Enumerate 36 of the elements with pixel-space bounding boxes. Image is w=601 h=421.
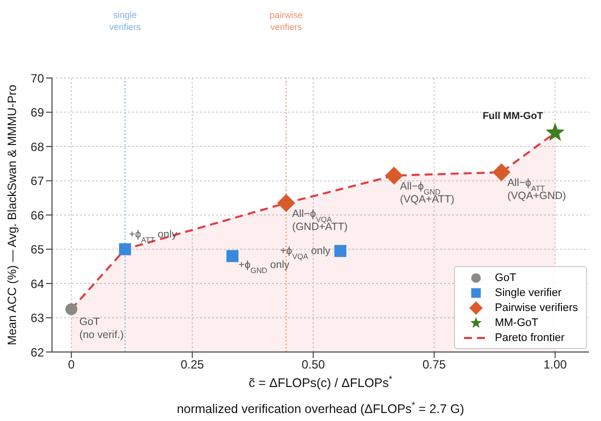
annotation: All−ϕ$_{ATT}$ (VQA+GND) — [507, 177, 566, 202]
y-tick-label: 66 — [30, 208, 44, 222]
annotation: Full MM-GoT — [482, 110, 544, 122]
annotation: GoT (no verif.) — [79, 316, 124, 342]
annotation: +ϕ$_{GND}$ only — [238, 259, 290, 275]
y-axis-title: Mean ACC (%) — Avg. BlackSwan & MMMU-Pro — [5, 84, 19, 346]
annotation: +ϕ$_{VQA}$ only — [280, 244, 332, 260]
legend-label: GoT — [494, 272, 516, 284]
y-tick-label: 67 — [30, 174, 44, 188]
annotation: All−ϕ$_{VQA}$ (GND+ATT) — [292, 208, 348, 234]
legend-label: Pareto frontier — [494, 332, 565, 344]
point — [119, 243, 132, 256]
annotation: +ϕ$_{ATT}$ only — [129, 228, 178, 244]
y-tick-label: 62 — [30, 345, 44, 360]
y-tick-label: 65 — [30, 242, 44, 257]
text: c̃ = ΔFLOPs(c) / ΔFLOPs$^{*}$ normalized verification overhead (ΔFLOPs$^{*}$ = 2.7 G) — [176, 374, 464, 416]
legend-label: MM-GoT — [494, 316, 538, 328]
point — [226, 250, 238, 262]
legend-label: Pairwise verifiers — [494, 302, 578, 314]
point — [546, 122, 565, 141]
y-tick-label: 63 — [30, 311, 44, 326]
ref-line-label: single verifiers — [109, 10, 142, 32]
y-tick-label: 70 — [30, 71, 44, 86]
y-tick-label: 69 — [30, 106, 44, 120]
y-tick-label: 68 — [30, 140, 44, 154]
y-tick-label: 64 — [30, 276, 44, 291]
x-tick-label: 0.50 — [302, 358, 326, 372]
x-tick-label: 0.75 — [422, 358, 446, 372]
x-tick-label: 0 — [68, 358, 76, 372]
ref-line-label: pairwise verifiers — [270, 10, 303, 32]
point — [65, 303, 78, 316]
x-tick-label: 1.00 — [543, 358, 568, 372]
annotation: All−ϕ$_{GND}$ (VQA+ATT) — [400, 180, 454, 206]
x-tick-label: 0.25 — [180, 358, 204, 372]
point — [334, 244, 346, 257]
legend-label: Single verifier — [494, 286, 562, 298]
